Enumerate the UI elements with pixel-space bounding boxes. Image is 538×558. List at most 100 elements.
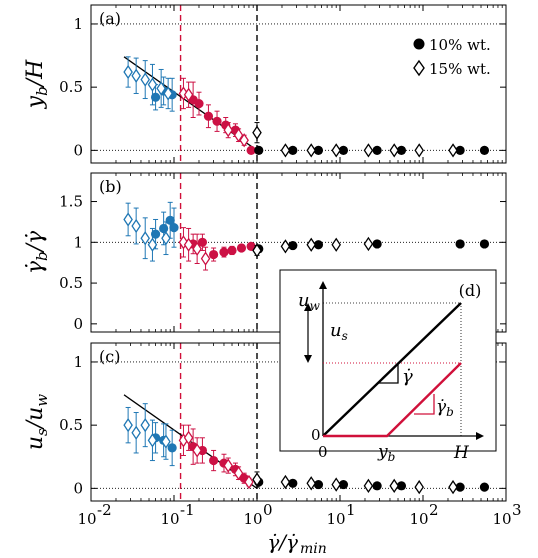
data-point-diamond: [448, 143, 458, 158]
inset-us-arrowhead-bottom: [304, 355, 312, 363]
data-point-circle: [288, 240, 298, 251]
data-point-diamond: [233, 466, 244, 481]
inset-slope-triangle-red: [414, 394, 435, 415]
data-point-circle: [169, 223, 179, 233]
x-tick-label: 10: [409, 510, 428, 528]
series-open-diamond: [123, 56, 458, 158]
data-point-diamond: [223, 458, 233, 473]
data-point-circle: [150, 92, 161, 102]
data-point-circle: [203, 111, 214, 121]
data-point-circle: [212, 116, 222, 126]
x-tick-label: 10: [160, 510, 179, 528]
data-point-diamond: [363, 236, 374, 252]
panel-b: 0 0.5 1 1.5 (b) γ̇b/γ̇: [23, 172, 507, 333]
panel-letter: (c): [99, 347, 120, 366]
data-point-diamond: [363, 478, 374, 494]
y-tick-label: 1.5: [59, 193, 83, 211]
inset-linear-profile: [322, 302, 462, 437]
x-tick-label: 10: [77, 510, 96, 528]
legend: 10% wt. 15% wt.: [413, 36, 491, 78]
y-tick-label: 0: [73, 141, 83, 159]
data-point-circle: [338, 145, 349, 155]
data-point-diamond: [280, 474, 291, 490]
inset-x-axis-arrowhead: [476, 432, 484, 440]
data-point-circle: [150, 229, 161, 239]
data-point-diamond: [448, 479, 458, 495]
data-point-circle: [396, 481, 407, 491]
data-point-diamond: [161, 434, 171, 449]
data-point-circle: [288, 145, 298, 155]
data-point-circle: [159, 223, 169, 234]
data-point-circle: [372, 239, 382, 249]
inset-us-label: us: [330, 320, 348, 343]
y-tick-label: 0.5: [59, 78, 83, 96]
data-point-diamond: [147, 77, 158, 92]
inset-slope-triangle-black: [378, 364, 399, 384]
data-point-circle: [338, 479, 349, 490]
data-point-diamond: [239, 133, 249, 148]
series-open-diamond: [123, 202, 374, 271]
data-point-diamond: [306, 143, 316, 158]
data-point-diamond: [363, 143, 374, 158]
data-point-diamond: [223, 122, 233, 138]
panels-layer: 0 0.5 1 (a) yb/H 0 0.5 1 1.5 (b) γ̇b/γ̇ 0 0.5 1 (c) us/…: [23, 4, 507, 502]
inset-frame: [279, 269, 497, 452]
x-tick-exponent: 0: [263, 501, 273, 519]
x-tick-exponent: -2: [97, 501, 112, 519]
panel-frame: [90, 4, 507, 164]
data-point-diamond: [123, 212, 133, 227]
inset-gamma-b-label: γ̇b: [436, 397, 454, 419]
data-point-diamond: [140, 72, 150, 87]
inset-panel-letter: (d): [459, 281, 482, 300]
data-point-diamond: [280, 143, 291, 158]
data-point-circle: [479, 145, 490, 155]
data-point-circle: [167, 443, 177, 453]
inset-origin-y-label: 0: [311, 426, 321, 444]
data-point-circle: [165, 215, 175, 225]
y-tick-label: 1: [73, 233, 83, 251]
panel-letter: (a): [99, 9, 121, 28]
y-tick-label: 1: [73, 353, 83, 371]
data-point-diamond: [156, 81, 166, 96]
data-point-diamond: [163, 86, 173, 101]
series-open-diamond: [123, 403, 458, 495]
data-point-diamond: [280, 239, 291, 254]
inset-y-axis-arrowhead: [319, 281, 327, 289]
data-point-diamond: [192, 241, 202, 257]
data-point-circle: [197, 237, 208, 247]
data-point-circle: [455, 482, 465, 492]
x-axis-label-main: γ̇/γ̇: [267, 530, 298, 554]
data-point-diamond: [331, 477, 341, 492]
data-point-diamond: [147, 237, 158, 252]
data-point-circle: [246, 145, 256, 155]
x-tick-labels: 10 -2 10 -1 10 0 10 1 10 2 10 3: [77, 501, 521, 528]
data-point-diamond: [123, 417, 133, 433]
y-tick-label: 1: [73, 15, 83, 33]
y-tick-label: 0: [73, 315, 83, 333]
data-point-diamond: [161, 231, 171, 246]
data-point-diamond: [306, 237, 316, 252]
data-point-circle: [372, 481, 382, 491]
panel-a: 0 0.5 1 (a) yb/H: [23, 4, 507, 164]
data-point-circle: [455, 145, 465, 155]
data-point-diamond: [389, 143, 399, 158]
y-tick-label: 0.5: [59, 274, 83, 292]
data-point-circle: [227, 245, 237, 256]
legend-label-1: 10% wt.: [429, 36, 491, 54]
x-tick-exponent: 1: [346, 501, 356, 519]
data-point-diamond: [123, 64, 133, 80]
x-axis-label-sub: min: [300, 541, 327, 557]
data-point-circle: [254, 145, 264, 155]
inset-uw-label: uw: [298, 290, 321, 313]
data-point-diamond: [414, 143, 424, 158]
data-point-circle: [372, 145, 382, 155]
data-point-diamond: [252, 472, 262, 487]
data-point-diamond: [140, 231, 150, 246]
data-point-circle: [313, 479, 324, 490]
series-filled-circle: [150, 201, 490, 262]
y-axis-label: γ̇b/γ̇: [23, 230, 51, 274]
x-tick-exponent: 2: [429, 501, 439, 519]
data-point-diamond: [414, 479, 424, 495]
data-point-diamond: [331, 143, 341, 158]
